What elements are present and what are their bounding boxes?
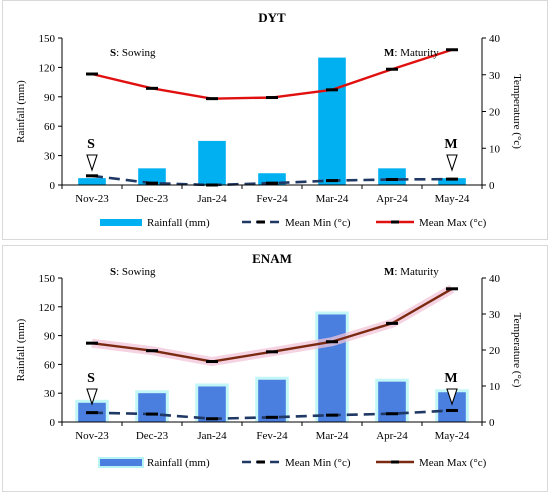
- y2-tick-label: 30: [489, 309, 501, 321]
- marker-m-triangle: [446, 388, 458, 406]
- marker-s-triangle: [86, 154, 98, 172]
- legend-label-rainfall-mm: Rainfall (mm): [147, 217, 210, 229]
- y-tick-label: 0: [50, 417, 56, 429]
- annotation-sowing-key: S: [110, 266, 116, 278]
- y2-tick-label: 40: [489, 273, 501, 285]
- legend-swatch-rainfall-mm: [100, 459, 142, 466]
- bar-rainfall-fev-24: [258, 379, 286, 422]
- x-tick-label: Mar-24: [316, 193, 349, 205]
- annotation-sowing: S: Sowing: [110, 266, 156, 278]
- legend-label-mean-min-c: Mean Min (°c): [285, 217, 351, 229]
- y2-tick-label: 30: [489, 70, 501, 82]
- bar-rainfall-apr-24: [378, 381, 406, 422]
- annotation-maturity: M: Maturity: [384, 266, 439, 278]
- y2-axis-title: Temperature (°c): [511, 313, 523, 388]
- legend-label-rainfall-mm: Rainfall (mm): [147, 457, 210, 469]
- annotation-sowing: S: Sowing: [110, 47, 156, 59]
- annotation-maturity-key: M: [384, 47, 395, 59]
- y-tick-label: 150: [39, 273, 56, 285]
- bar-rainfall-nov-23: [78, 178, 106, 185]
- annotation-sowing-key: S: [110, 47, 116, 59]
- y-tick-label: 90: [44, 331, 56, 343]
- y2-tick-label: 10: [489, 381, 501, 393]
- y-tick-label: 60: [44, 121, 56, 133]
- x-tick-label: Jan-24: [197, 193, 227, 205]
- x-tick-label: Fev-24: [256, 193, 288, 205]
- annotation-maturity-text: : Maturity: [394, 47, 439, 59]
- bar-rainfall-may-24: [438, 178, 466, 185]
- annotation-maturity-key: M: [384, 266, 395, 278]
- x-tick-label: Nov-23: [75, 193, 109, 205]
- bar-rainfall-jan-24: [198, 386, 226, 422]
- y2-tick-label: 40: [489, 33, 501, 45]
- y-tick-label: 120: [39, 62, 56, 74]
- y2-tick-label: 10: [489, 143, 501, 155]
- y2-tick-label: 0: [489, 417, 495, 429]
- y-tick-label: 120: [39, 302, 56, 314]
- bar-rainfall-dec-23: [138, 168, 166, 185]
- y-tick-label: 30: [44, 151, 56, 163]
- marker-m-label: M: [444, 371, 457, 386]
- x-tick-label: Jan-24: [197, 430, 227, 442]
- chart-svg-dyt: DYT 0 30 60 90 120 150 0 10 20 30 40 Nov-23 Dec-23 Jan…: [15, 10, 523, 229]
- y2-tick-label: 0: [489, 180, 495, 192]
- y-tick-label: 90: [44, 92, 56, 104]
- annotation-sowing-text: : Sowing: [116, 266, 156, 278]
- annotation-sowing-text: : Sowing: [116, 47, 156, 59]
- bar-rainfall-mar-24: [318, 57, 346, 185]
- legend-label-mean-max-c: Mean Max (°c): [419, 457, 487, 469]
- marker-s-label: S: [87, 137, 95, 152]
- y2-axis-title: Temperature (°c): [511, 74, 523, 149]
- legend-label-mean-min-c: Mean Min (°c): [285, 457, 351, 469]
- x-tick-label: Apr-24: [376, 430, 408, 442]
- chart-title: DYT: [258, 10, 286, 25]
- x-tick-label: May-24: [435, 430, 470, 442]
- x-tick-label: Nov-23: [75, 430, 109, 442]
- annotation-maturity-text: : Maturity: [394, 266, 439, 278]
- x-tick-label: May-24: [435, 193, 470, 205]
- bar-rainfall-mar-24: [318, 314, 346, 422]
- legend-swatch-rainfall-mm: [100, 219, 142, 226]
- chart-panel-dyt: DYT 0 30 60 90 120 150 0 10 20 30 40 Nov-23 Dec-23 Jan…: [0, 0, 550, 240]
- x-tick-label: Fev-24: [256, 430, 288, 442]
- y-tick-label: 0: [50, 180, 56, 192]
- legend-label-mean-max-c: Mean Max (°c): [419, 217, 487, 229]
- marker-m-triangle: [446, 154, 458, 172]
- marker-s-triangle: [86, 388, 98, 406]
- y-tick-label: 30: [44, 388, 56, 400]
- chart-panel-enam: ENAM 0 30 60 90 120 150 0 10 20 30 40 Nov-23 Dec-23 Ja…: [0, 245, 550, 492]
- x-tick-label: Apr-24: [376, 193, 408, 205]
- y-axis-title: Rainfall (mm): [15, 318, 27, 381]
- y2-tick-label: 20: [489, 107, 501, 119]
- marker-m-label: M: [444, 137, 457, 152]
- bar-rainfall-dec-23: [138, 393, 166, 422]
- x-tick-label: Dec-23: [136, 193, 169, 205]
- chart-svg-enam: ENAM 0 30 60 90 120 150 0 10 20 30 40 Nov-23 Dec-23 Ja…: [15, 251, 523, 469]
- y-axis-title: Rainfall (mm): [15, 80, 27, 143]
- chart-title: ENAM: [252, 251, 292, 266]
- y-tick-label: 60: [44, 359, 56, 371]
- bar-rainfall-fev-24: [258, 173, 286, 185]
- y2-tick-label: 20: [489, 345, 501, 357]
- annotation-maturity: M: Maturity: [384, 47, 439, 59]
- y-tick-label: 150: [39, 33, 56, 45]
- x-tick-label: Mar-24: [316, 430, 349, 442]
- bar-rainfall-apr-24: [378, 168, 406, 185]
- bar-rainfall-jan-24: [198, 140, 226, 185]
- panel-border: [2, 0, 548, 240]
- marker-s-label: S: [87, 371, 95, 386]
- x-tick-label: Dec-23: [136, 430, 169, 442]
